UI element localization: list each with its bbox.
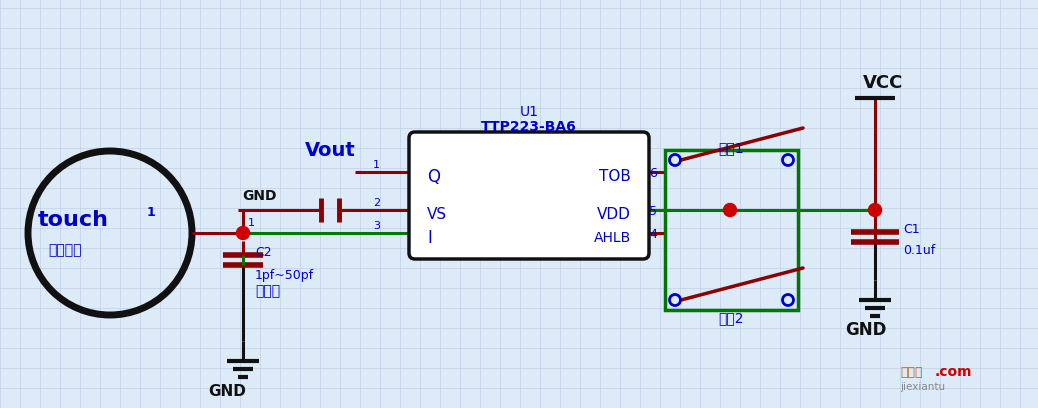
Circle shape bbox=[723, 204, 737, 217]
Text: 开关1: 开关1 bbox=[718, 141, 744, 155]
Text: VS: VS bbox=[427, 208, 447, 222]
Text: GND: GND bbox=[845, 321, 886, 339]
Text: touch: touch bbox=[38, 210, 109, 230]
Text: C1: C1 bbox=[903, 224, 920, 237]
Text: 2: 2 bbox=[373, 198, 380, 208]
Text: 1pf~50pf: 1pf~50pf bbox=[255, 268, 315, 282]
Circle shape bbox=[237, 226, 249, 239]
Text: GND: GND bbox=[242, 189, 276, 203]
Text: 0.1uf: 0.1uf bbox=[903, 244, 935, 257]
Text: TOB: TOB bbox=[599, 169, 631, 184]
Text: 1: 1 bbox=[373, 160, 380, 170]
Bar bbox=[665, 150, 798, 310]
Text: jiexiantu: jiexiantu bbox=[900, 382, 946, 392]
Text: 1: 1 bbox=[147, 206, 156, 219]
Text: C2: C2 bbox=[255, 246, 272, 259]
Text: Q: Q bbox=[427, 168, 440, 186]
Text: I: I bbox=[427, 229, 432, 247]
Text: 6: 6 bbox=[649, 168, 657, 180]
Text: Vout: Vout bbox=[305, 141, 356, 160]
Text: 开关2: 开关2 bbox=[718, 311, 744, 325]
FancyBboxPatch shape bbox=[409, 132, 649, 259]
Text: GND: GND bbox=[208, 384, 246, 399]
Text: 触摸开关: 触摸开关 bbox=[48, 243, 82, 257]
Text: VCC: VCC bbox=[863, 74, 903, 92]
Text: .com: .com bbox=[935, 365, 973, 379]
Text: AHLB: AHLB bbox=[594, 231, 631, 245]
Text: 3: 3 bbox=[373, 221, 380, 231]
Text: VDD: VDD bbox=[597, 208, 631, 222]
Text: 5: 5 bbox=[649, 206, 657, 219]
Text: 接线图: 接线图 bbox=[900, 366, 923, 379]
Text: 可省略: 可省略 bbox=[255, 284, 280, 298]
Text: 1: 1 bbox=[248, 218, 255, 228]
Text: TTP223-BA6: TTP223-BA6 bbox=[482, 120, 577, 134]
Text: 4: 4 bbox=[649, 228, 657, 242]
Circle shape bbox=[869, 204, 881, 217]
Text: U1: U1 bbox=[519, 105, 539, 119]
